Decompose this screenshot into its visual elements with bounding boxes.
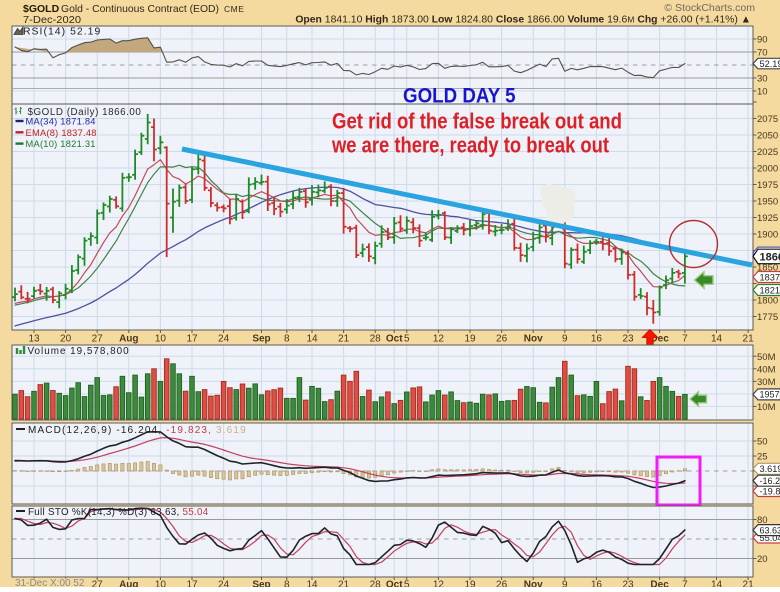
svg-text:8: 8 xyxy=(284,334,290,345)
svg-text:Full STO %K(14,3) %D(3) 63.63,: Full STO %K(14,3) %D(3) 63.63, 55.04 xyxy=(28,507,209,518)
svg-text:10: 10 xyxy=(757,87,768,98)
svg-text:20: 20 xyxy=(757,554,768,565)
svg-text:Oct: Oct xyxy=(386,580,403,588)
svg-text:MA(34) 1871.84: MA(34) 1871.84 xyxy=(26,117,96,127)
svg-text:Nov: Nov xyxy=(524,334,543,345)
svg-text:Volume 19,578,800: Volume 19,578,800 xyxy=(28,346,130,357)
svg-text:CME: CME xyxy=(224,4,244,14)
svg-text:1821.: 1821. xyxy=(760,285,780,295)
svg-text:30M: 30M xyxy=(757,377,776,388)
svg-text:27: 27 xyxy=(92,334,104,345)
svg-text:EMA(8) 1837.48: EMA(8) 1837.48 xyxy=(26,128,97,138)
svg-text:Open 1841.10 High 1873.00 Low: Open 1841.10 High 1873.00 Low 1824.80 Cl… xyxy=(295,15,751,26)
svg-text:21: 21 xyxy=(338,580,350,588)
svg-text:2000: 2000 xyxy=(757,164,778,175)
svg-text:19: 19 xyxy=(464,334,476,345)
svg-text:MA(10) 1821.31: MA(10) 1821.31 xyxy=(26,139,96,149)
svg-text:24: 24 xyxy=(218,580,230,588)
svg-text:16: 16 xyxy=(591,334,603,345)
svg-text:20: 20 xyxy=(60,334,72,345)
svg-text:12: 12 xyxy=(433,334,445,345)
svg-text:28: 28 xyxy=(370,580,382,588)
svg-text:25: 25 xyxy=(757,452,768,463)
svg-text:Sep: Sep xyxy=(252,580,270,588)
svg-text:90: 90 xyxy=(757,35,768,46)
svg-text:10M: 10M xyxy=(757,402,776,413)
svg-text:9: 9 xyxy=(562,334,568,345)
svg-text:1866.: 1866. xyxy=(760,251,780,263)
svg-text:Aug: Aug xyxy=(119,334,138,345)
svg-text:8: 8 xyxy=(284,580,290,588)
svg-text:Get rid of the false break out: Get rid of the false break out and xyxy=(332,109,622,134)
svg-text:63.63: 63.63 xyxy=(760,525,780,535)
svg-text:28: 28 xyxy=(370,334,382,345)
svg-text:9: 9 xyxy=(562,580,568,588)
svg-text:14: 14 xyxy=(711,580,723,588)
svg-text:5: 5 xyxy=(404,334,410,345)
svg-text:7-Dec-2020: 7-Dec-2020 xyxy=(23,15,81,26)
svg-text:$GOLD: $GOLD xyxy=(23,3,60,15)
svg-text:2025: 2025 xyxy=(757,147,778,158)
svg-text:26: 26 xyxy=(496,334,508,345)
svg-text:Oct: Oct xyxy=(386,334,403,345)
svg-text:24: 24 xyxy=(218,334,230,345)
svg-text:21: 21 xyxy=(338,334,350,345)
svg-text:70: 70 xyxy=(757,48,768,59)
svg-text:-19.8: -19.8 xyxy=(760,486,780,496)
svg-text:12: 12 xyxy=(433,580,445,588)
svg-text:-16.20: -16.20 xyxy=(760,476,780,486)
svg-text:13: 13 xyxy=(28,334,40,345)
svg-text:Aug: Aug xyxy=(119,580,138,588)
svg-text:1800: 1800 xyxy=(757,296,778,307)
svg-text:3.619: 3.619 xyxy=(760,464,780,474)
svg-text:RSI(14) 52.19: RSI(14) 52.19 xyxy=(23,27,101,38)
svg-text:19: 19 xyxy=(464,580,476,588)
svg-text:Nov: Nov xyxy=(524,580,543,588)
svg-text:14: 14 xyxy=(306,580,318,588)
svg-text:1950: 1950 xyxy=(757,197,778,208)
svg-text:50: 50 xyxy=(757,437,768,448)
svg-text:17: 17 xyxy=(186,334,198,345)
svg-text:27: 27 xyxy=(92,580,104,588)
svg-text:50M: 50M xyxy=(757,352,776,363)
svg-text:10: 10 xyxy=(155,580,167,588)
svg-text:Dec: Dec xyxy=(650,580,669,588)
svg-text:26: 26 xyxy=(496,580,508,588)
svg-text:1837.: 1837. xyxy=(760,272,780,282)
svg-text:we are there, ready to break o: we are there, ready to break out xyxy=(331,133,609,158)
svg-text:23: 23 xyxy=(622,334,634,345)
svg-text:10: 10 xyxy=(155,334,167,345)
svg-text:1775: 1775 xyxy=(757,312,778,323)
svg-text:31-Dec X:00 52: 31-Dec X:00 52 xyxy=(15,578,85,587)
svg-text:1900: 1900 xyxy=(757,230,778,241)
svg-text:40M: 40M xyxy=(757,364,776,375)
svg-text:21: 21 xyxy=(743,334,755,345)
svg-text:2075: 2075 xyxy=(757,114,778,125)
svg-text:52.19: 52.19 xyxy=(760,59,780,69)
svg-text:1975: 1975 xyxy=(757,180,778,191)
svg-text:19578: 19578 xyxy=(760,390,780,400)
svg-text:14: 14 xyxy=(711,334,723,345)
svg-text:17: 17 xyxy=(186,580,198,588)
svg-text:MACD(12,26,9) -16.204, -19.823: MACD(12,26,9) -16.204, -19.823, 3.619 xyxy=(28,425,247,436)
svg-text:23: 23 xyxy=(622,580,634,588)
svg-text:14: 14 xyxy=(306,334,318,345)
svg-text:1925: 1925 xyxy=(757,213,778,224)
svg-text:16: 16 xyxy=(591,580,603,588)
svg-text:7: 7 xyxy=(682,334,688,345)
svg-text:GOLD DAY 5: GOLD DAY 5 xyxy=(403,84,516,107)
svg-text:21: 21 xyxy=(743,580,755,588)
svg-text:Sep: Sep xyxy=(252,334,270,345)
svg-text:30: 30 xyxy=(757,74,768,85)
svg-text:2050: 2050 xyxy=(757,131,778,142)
svg-text:7: 7 xyxy=(682,580,688,588)
svg-text:Gold - Continuous Contract (EO: Gold - Continuous Contract (EOD) xyxy=(61,4,219,15)
svg-text:5: 5 xyxy=(404,580,410,588)
svg-text:© StockCharts.com: © StockCharts.com xyxy=(664,2,755,14)
